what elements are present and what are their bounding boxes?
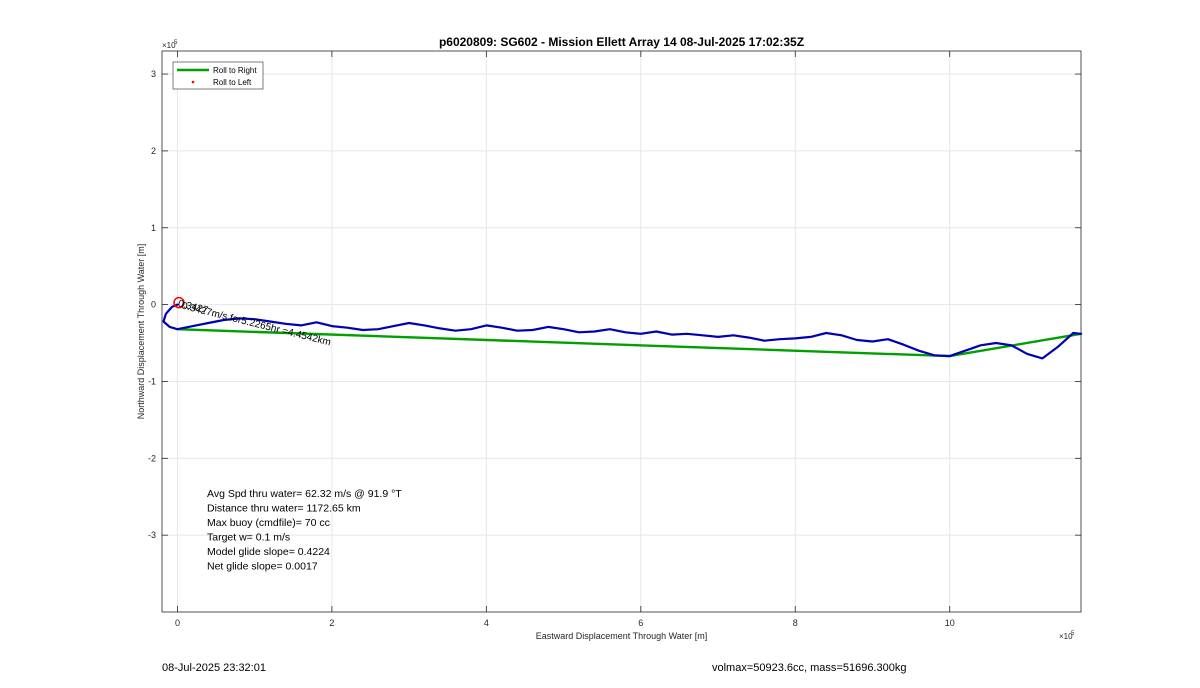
- y-axis-label: Northward Displacement Through Water [m]: [136, 244, 146, 420]
- legend-dot-swatch: [191, 80, 195, 84]
- stats-line: Model glide slope= 0.4224: [207, 546, 330, 558]
- x-axis-label: Eastward Displacement Through Water [m]: [536, 631, 708, 641]
- mass-footer: volmax=50923.6cc, mass=51696.300kg: [712, 662, 907, 674]
- axes-box: [161, 50, 1082, 613]
- stats-line: Max buoy (cmdfile)= 70 cc: [207, 517, 330, 529]
- x-tick-label: 2: [329, 618, 334, 628]
- legend-label: Roll to Right: [213, 66, 257, 75]
- x-tick-label: 10: [945, 618, 955, 628]
- start-marker: [173, 296, 185, 309]
- y-tick-label: -2: [148, 453, 156, 463]
- x-tick-label: 4: [484, 618, 489, 628]
- y-exponent-power: 5: [174, 40, 178, 46]
- chart-title: p6020809: SG602 - Mission Ellett Array 1…: [439, 35, 804, 49]
- stats-line: Net glide slope= 0.0017: [207, 561, 318, 573]
- x-tick-label: 8: [793, 618, 798, 628]
- x-exponent-power: 5: [1071, 631, 1075, 637]
- y-tick-label: -3: [148, 530, 156, 540]
- x-tick-label: 6: [638, 618, 643, 628]
- stats-line: Target w= 0.1 m/s: [207, 532, 290, 544]
- x-tick-label: 0: [175, 618, 180, 628]
- y-exponent-label: ×10: [162, 41, 176, 50]
- timestamp-footer: 08-Jul-2025 23:32:01: [162, 662, 266, 674]
- x-exponent-label: ×10: [1059, 632, 1073, 641]
- y-tick-label: 2: [151, 146, 156, 156]
- legend-box: [172, 61, 264, 90]
- y-tick-label: 0: [151, 300, 156, 310]
- y-tick-label: 1: [151, 223, 156, 233]
- y-tick-label: -1: [148, 376, 156, 386]
- stats-line: Avg Spd thru water= 62.32 m/s @ 91.9 °T: [207, 488, 402, 500]
- y-tick-label: 3: [151, 69, 156, 79]
- track-line: [162, 303, 1083, 360]
- legend-label: Roll to Left: [213, 78, 252, 87]
- stats-line: Distance thru water= 1172.65 km: [207, 503, 361, 515]
